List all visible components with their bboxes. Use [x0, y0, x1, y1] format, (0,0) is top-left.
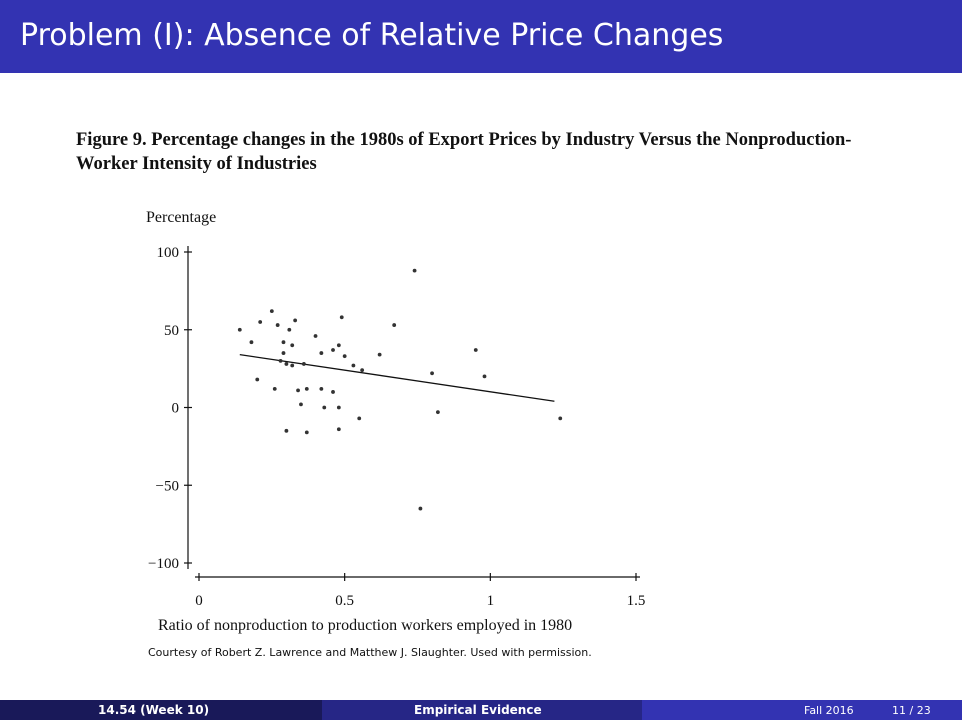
data-point — [331, 348, 335, 352]
data-point — [293, 318, 298, 323]
data-point — [275, 323, 280, 327]
footer-middle: Empirical Evidence — [322, 700, 642, 720]
y-tick-label: 50 — [164, 323, 179, 339]
data-point — [272, 386, 277, 391]
data-point — [412, 268, 417, 273]
data-point — [313, 334, 318, 338]
data-point — [304, 386, 309, 391]
y-tick-label: 0 — [172, 401, 180, 417]
data-point — [284, 362, 289, 366]
data-point — [336, 405, 341, 410]
data-point — [284, 428, 289, 433]
data-point — [290, 363, 295, 368]
data-point — [258, 320, 263, 324]
y-axis-label: Percentage — [146, 209, 216, 226]
data-point — [357, 416, 362, 421]
fit-line — [239, 353, 555, 402]
data-point — [278, 358, 283, 363]
data-point — [287, 327, 292, 332]
data-point — [331, 390, 335, 394]
x-tick-label: 0.5 — [335, 593, 354, 609]
data-point — [351, 363, 356, 368]
data-point — [281, 351, 286, 355]
scatter-chart: 100 50 0 −50 −100 Percentage 0 0.5 1 1.5 Ratio of … — [146, 209, 646, 634]
data-point — [281, 340, 286, 345]
data-point — [430, 371, 434, 376]
data-point — [342, 354, 347, 359]
data-point — [269, 309, 274, 313]
slide-title-bar: Problem (I): Absence of Relative Price C… — [0, 0, 962, 73]
data-point — [296, 388, 300, 393]
courtesy-note: Courtesy of Robert Z. Lawrence and Matth… — [148, 646, 592, 659]
data-point — [255, 377, 260, 382]
data-point — [558, 416, 563, 421]
data-point — [301, 362, 306, 366]
data-point — [473, 348, 478, 352]
footer-page-number: 11 / 23 — [892, 704, 931, 717]
footer-section: Empirical Evidence — [414, 703, 542, 717]
y-tick-label: −100 — [148, 556, 179, 572]
x-tick-label: 1 — [487, 593, 495, 609]
x-tick-label: 1.5 — [627, 593, 646, 609]
data-point — [336, 343, 341, 348]
x-axis-label: Ratio of nonproduction to production wor… — [158, 617, 572, 634]
data-point — [290, 343, 295, 348]
footer-right: Fall 2016 11 / 23 — [642, 700, 962, 720]
slide-title: Problem (I): Absence of Relative Price C… — [20, 18, 724, 53]
data-point — [360, 368, 365, 373]
data-point — [482, 374, 487, 379]
data-point — [237, 327, 242, 332]
y-tick-label: −50 — [156, 478, 179, 494]
data-point — [336, 427, 341, 432]
footer-bar: 14.54 (Week 10) Empirical Evidence Fall … — [0, 700, 962, 720]
data-point — [435, 410, 440, 415]
data-point — [339, 315, 344, 320]
data-point — [319, 351, 324, 355]
data-point — [392, 323, 397, 327]
figure-caption: Figure 9. Percentage changes in the 1980… — [76, 130, 852, 174]
data-point — [322, 405, 327, 410]
data-point — [299, 402, 303, 407]
data-point — [319, 386, 324, 391]
x-tick-label: 0 — [195, 593, 203, 609]
data-point — [418, 506, 423, 511]
y-tick-label: 100 — [157, 245, 180, 261]
footer-left: 14.54 (Week 10) — [0, 700, 322, 720]
footer-date: Fall 2016 — [804, 704, 854, 717]
footer-course: 14.54 (Week 10) — [98, 703, 210, 717]
data-point — [377, 352, 382, 357]
data-point — [249, 340, 254, 345]
data-point — [304, 430, 309, 435]
